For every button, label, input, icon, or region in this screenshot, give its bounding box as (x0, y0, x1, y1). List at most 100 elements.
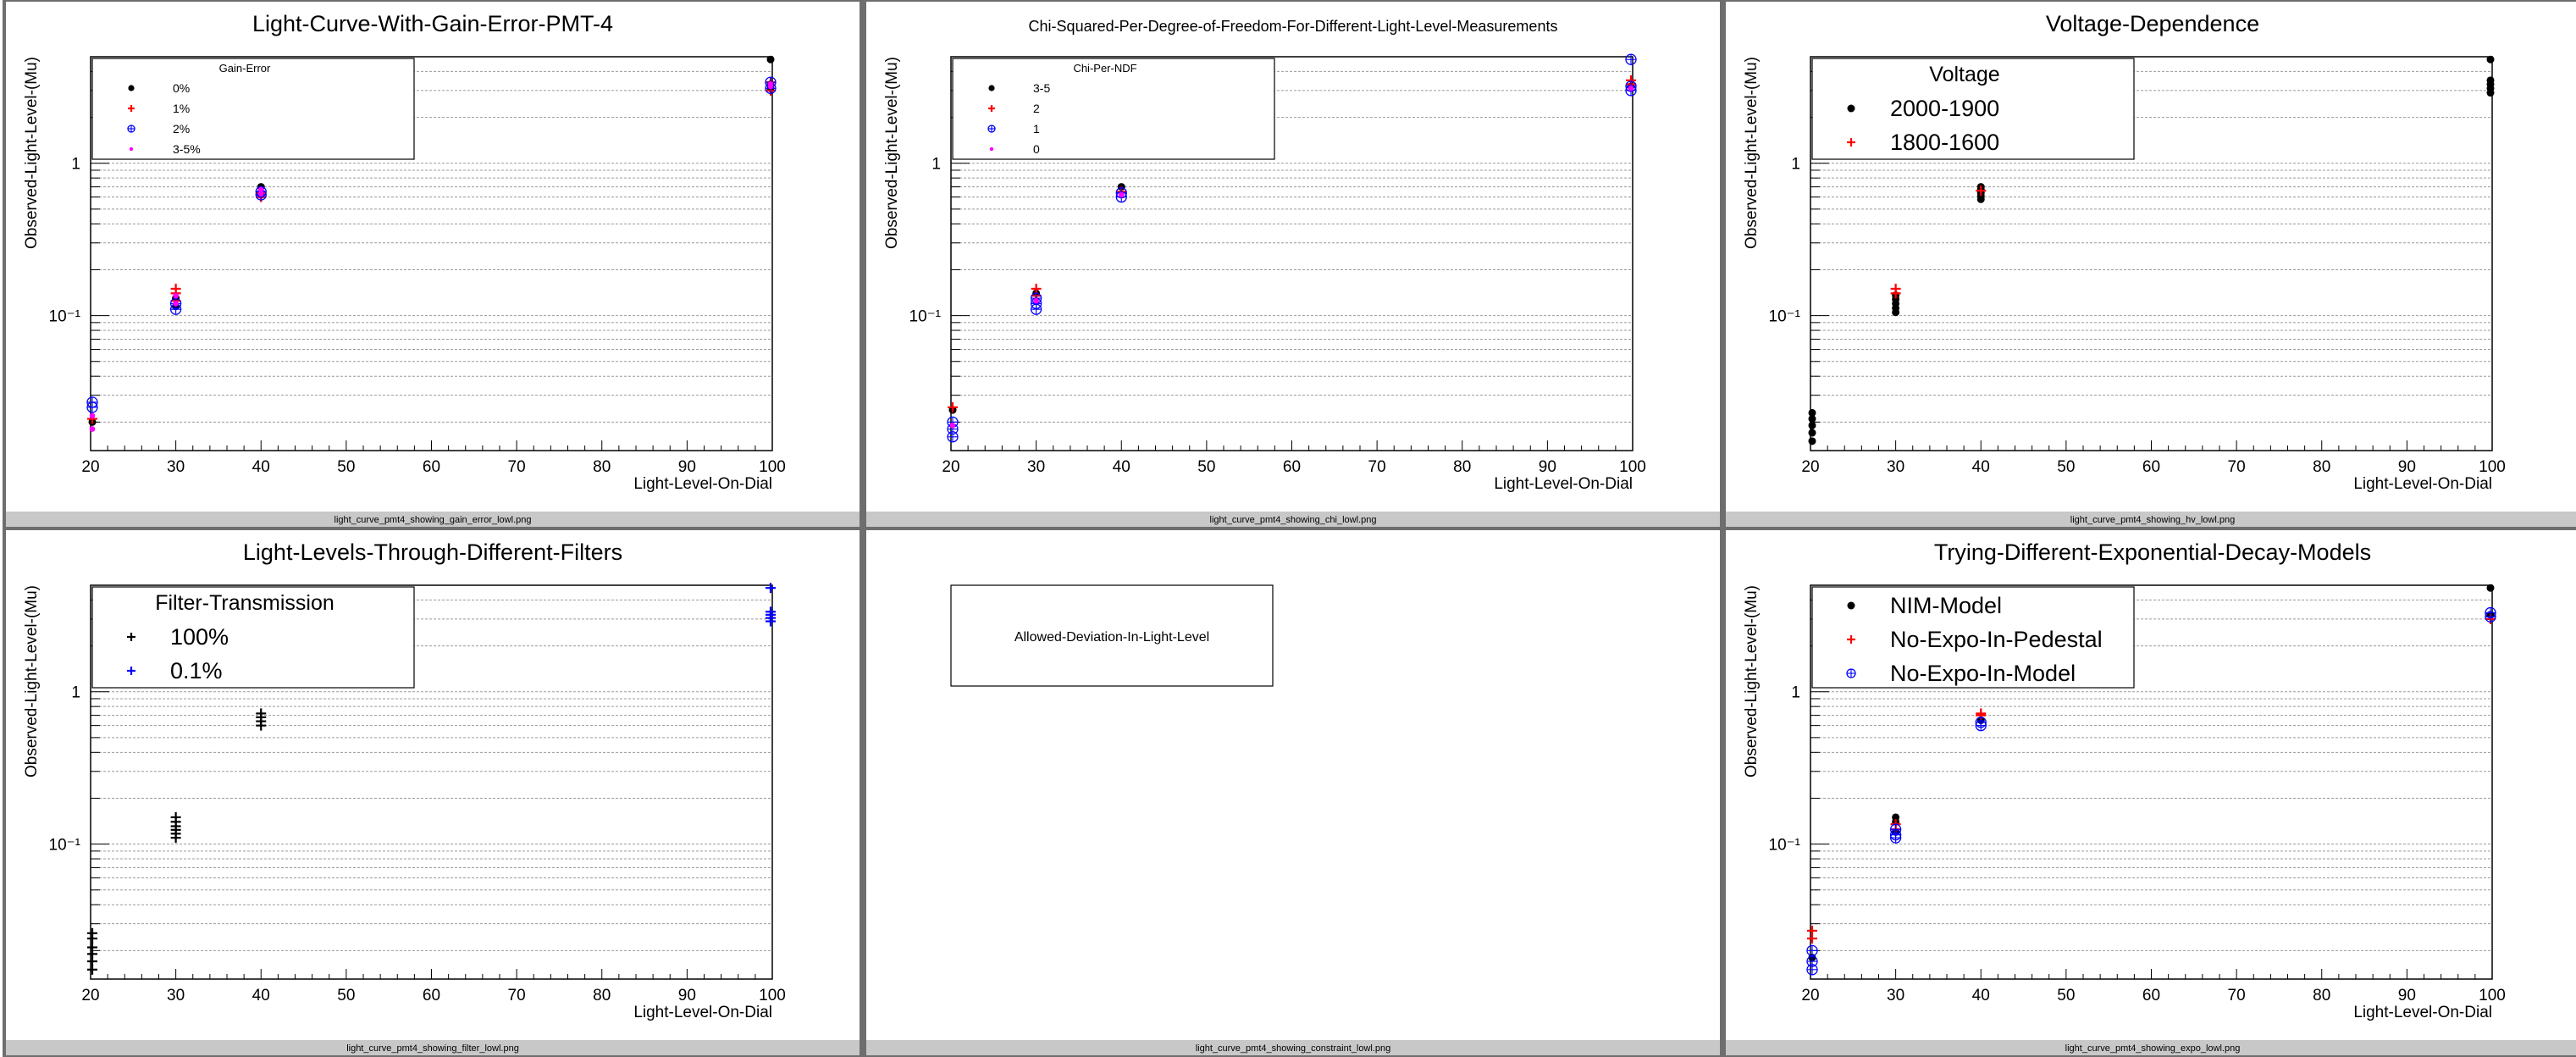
data-point (1976, 185, 1987, 196)
legend: Gain-Error 0% 1% 2% 3-5% (91, 58, 415, 160)
legend: Chi-Per-NDF 3-5 2 1 0 (952, 58, 1275, 160)
legend-marker (988, 85, 995, 91)
legend: NIM-Model No-Expo-In-Pedestal No-Expo-In-M… (1811, 586, 2135, 689)
data-point (766, 583, 776, 594)
data-point (87, 927, 97, 938)
legend: Voltage 2000-1900 1800-1600 (1811, 58, 2135, 160)
x-tick-label: 100 (2479, 987, 2506, 1004)
series-no-expo-in-model (1806, 606, 2496, 976)
y-axis: 10⁻¹ 1 (909, 70, 970, 423)
chart-title: Light-Curve-With-Gain-Error-PMT-4 (252, 11, 613, 36)
data-point (766, 55, 775, 64)
x-tick-label: 90 (2398, 458, 2416, 476)
x-tick-label: 40 (1972, 987, 1990, 1004)
data-point (1975, 717, 1987, 728)
data-point (1628, 86, 1634, 91)
x-tick-label: 100 (759, 458, 786, 476)
x-tick-label: 20 (81, 458, 99, 476)
data-point (1808, 415, 1816, 423)
data-point (1033, 297, 1039, 304)
x-tick-label: 90 (678, 987, 696, 1004)
pad-footer-filename: light_curve_pmt4_showing_filter_lowl.png (346, 1043, 519, 1054)
y-axis: 10⁻¹ 1 (49, 70, 109, 423)
legend-title: Gain-Error (219, 62, 271, 75)
pad-footer-strip (866, 1040, 1720, 1055)
x-tick-label: 40 (252, 458, 270, 476)
legend-box (91, 586, 415, 689)
x-tick-label: 100 (759, 987, 786, 1004)
pad-footer-strip (1726, 512, 2576, 527)
pad-footer-filename: light_curve_pmt4_showing_gain_error_lowl… (334, 515, 532, 525)
legend: Allowed-Deviation-In-Light-Level (950, 584, 1274, 687)
data-point (2485, 606, 2496, 619)
data-point (86, 396, 98, 408)
data-point (1890, 283, 1901, 294)
x-tick-label: 100 (1619, 458, 1646, 476)
y-tick-label: 10⁻¹ (1769, 837, 1801, 855)
data-point (257, 191, 264, 197)
y-tick-label: 1 (1791, 684, 1800, 702)
x-tick-label: 20 (1801, 458, 1819, 476)
x-tick-label: 30 (1887, 458, 1904, 476)
pad-footer-strip (1726, 1040, 2576, 1055)
data-point (948, 401, 958, 412)
legend-marker (1847, 635, 1855, 644)
legend-marker (1847, 104, 1855, 113)
grid-lines (951, 70, 1633, 423)
legend-marker (1847, 601, 1855, 610)
x-tick-label: 20 (1801, 987, 1819, 1004)
pad-footer-filename: light_curve_pmt4_showing_constraint_lowl… (1196, 1043, 1391, 1054)
legend-marker (1846, 668, 1856, 678)
x-axis-label: Light-Level-On-Dial (633, 475, 772, 493)
legend-title: Chi-Per-NDF (1073, 62, 1136, 75)
x-axis-label: Light-Level-On-Dial (633, 1004, 772, 1021)
grid-lines (91, 70, 772, 423)
legend-title: Filter-Transmission (155, 591, 334, 615)
grid-lines (91, 599, 772, 951)
legend-marker (1847, 138, 1855, 147)
legend-entry-label: 0 (1033, 142, 1040, 156)
series-100- (87, 708, 267, 975)
y-axis-label: Observed-Light-Level-(Mu) (883, 57, 901, 249)
x-tick-label: 50 (1197, 458, 1215, 476)
x-axis: 20 30 40 50 60 70 80 90 100 (942, 440, 1646, 476)
legend-title: Allowed-Deviation-In-Light-Level (1014, 630, 1209, 645)
chart-pad-expo: light_curve_pmt4_showing_expo_lowl.png Tr… (1722, 527, 2576, 1057)
x-tick-label: 90 (2398, 987, 2416, 1004)
legend-box (1811, 58, 2135, 160)
x-tick-label: 70 (508, 987, 526, 1004)
chart-pad-chi: light_curve_pmt4_showing_chi_lowl.png Chi… (863, 0, 1723, 530)
legend-entry-label: 1 (1033, 122, 1040, 136)
y-axis: 10⁻¹ 1 (1769, 599, 1829, 951)
series-0-1- (766, 583, 776, 627)
chart-title: Trying-Different-Exponential-Decay-Model… (1934, 540, 2371, 565)
x-tick-label: 60 (423, 987, 440, 1004)
legend-entry-label: 2% (173, 122, 190, 136)
y-tick-label: 1 (71, 684, 80, 702)
x-tick-label: 100 (2479, 458, 2506, 476)
series-3-5- (89, 81, 774, 432)
data-point (767, 81, 774, 87)
legend-marker (127, 667, 135, 675)
x-axis: 20 30 40 50 60 70 80 90 100 (1801, 440, 2506, 476)
chart-title: Voltage-Dependence (2046, 11, 2259, 36)
legend-entry-label: 3-5% (173, 142, 201, 156)
legend-entry-label: 100% (170, 624, 229, 650)
legend-marker (129, 147, 134, 152)
chart-title: Light-Levels-Through-Different-Filters (243, 540, 622, 565)
x-tick-label: 30 (1027, 458, 1045, 476)
x-tick-label: 60 (2142, 987, 2160, 1004)
x-axis: 20 30 40 50 60 70 80 90 100 (81, 969, 786, 1004)
data-point (1808, 421, 1816, 429)
pad-footer-strip (866, 512, 1720, 527)
chart-pad-constraint: light_curve_pmt4_showing_constraint_lowl… (863, 527, 1723, 1057)
legend-entry-label: No-Expo-In-Model (1890, 661, 2076, 686)
chart-pad-gain: light_curve_pmt4_showing_gain_error_lowl… (3, 0, 863, 530)
legend-entry-label: 1800-1600 (1890, 130, 1999, 155)
legend-marker (128, 105, 135, 112)
x-tick-label: 70 (2228, 458, 2246, 476)
x-tick-label: 50 (337, 987, 355, 1004)
x-tick-label: 80 (1453, 458, 1471, 476)
legend-entry-label: 3-5 (1033, 81, 1050, 95)
